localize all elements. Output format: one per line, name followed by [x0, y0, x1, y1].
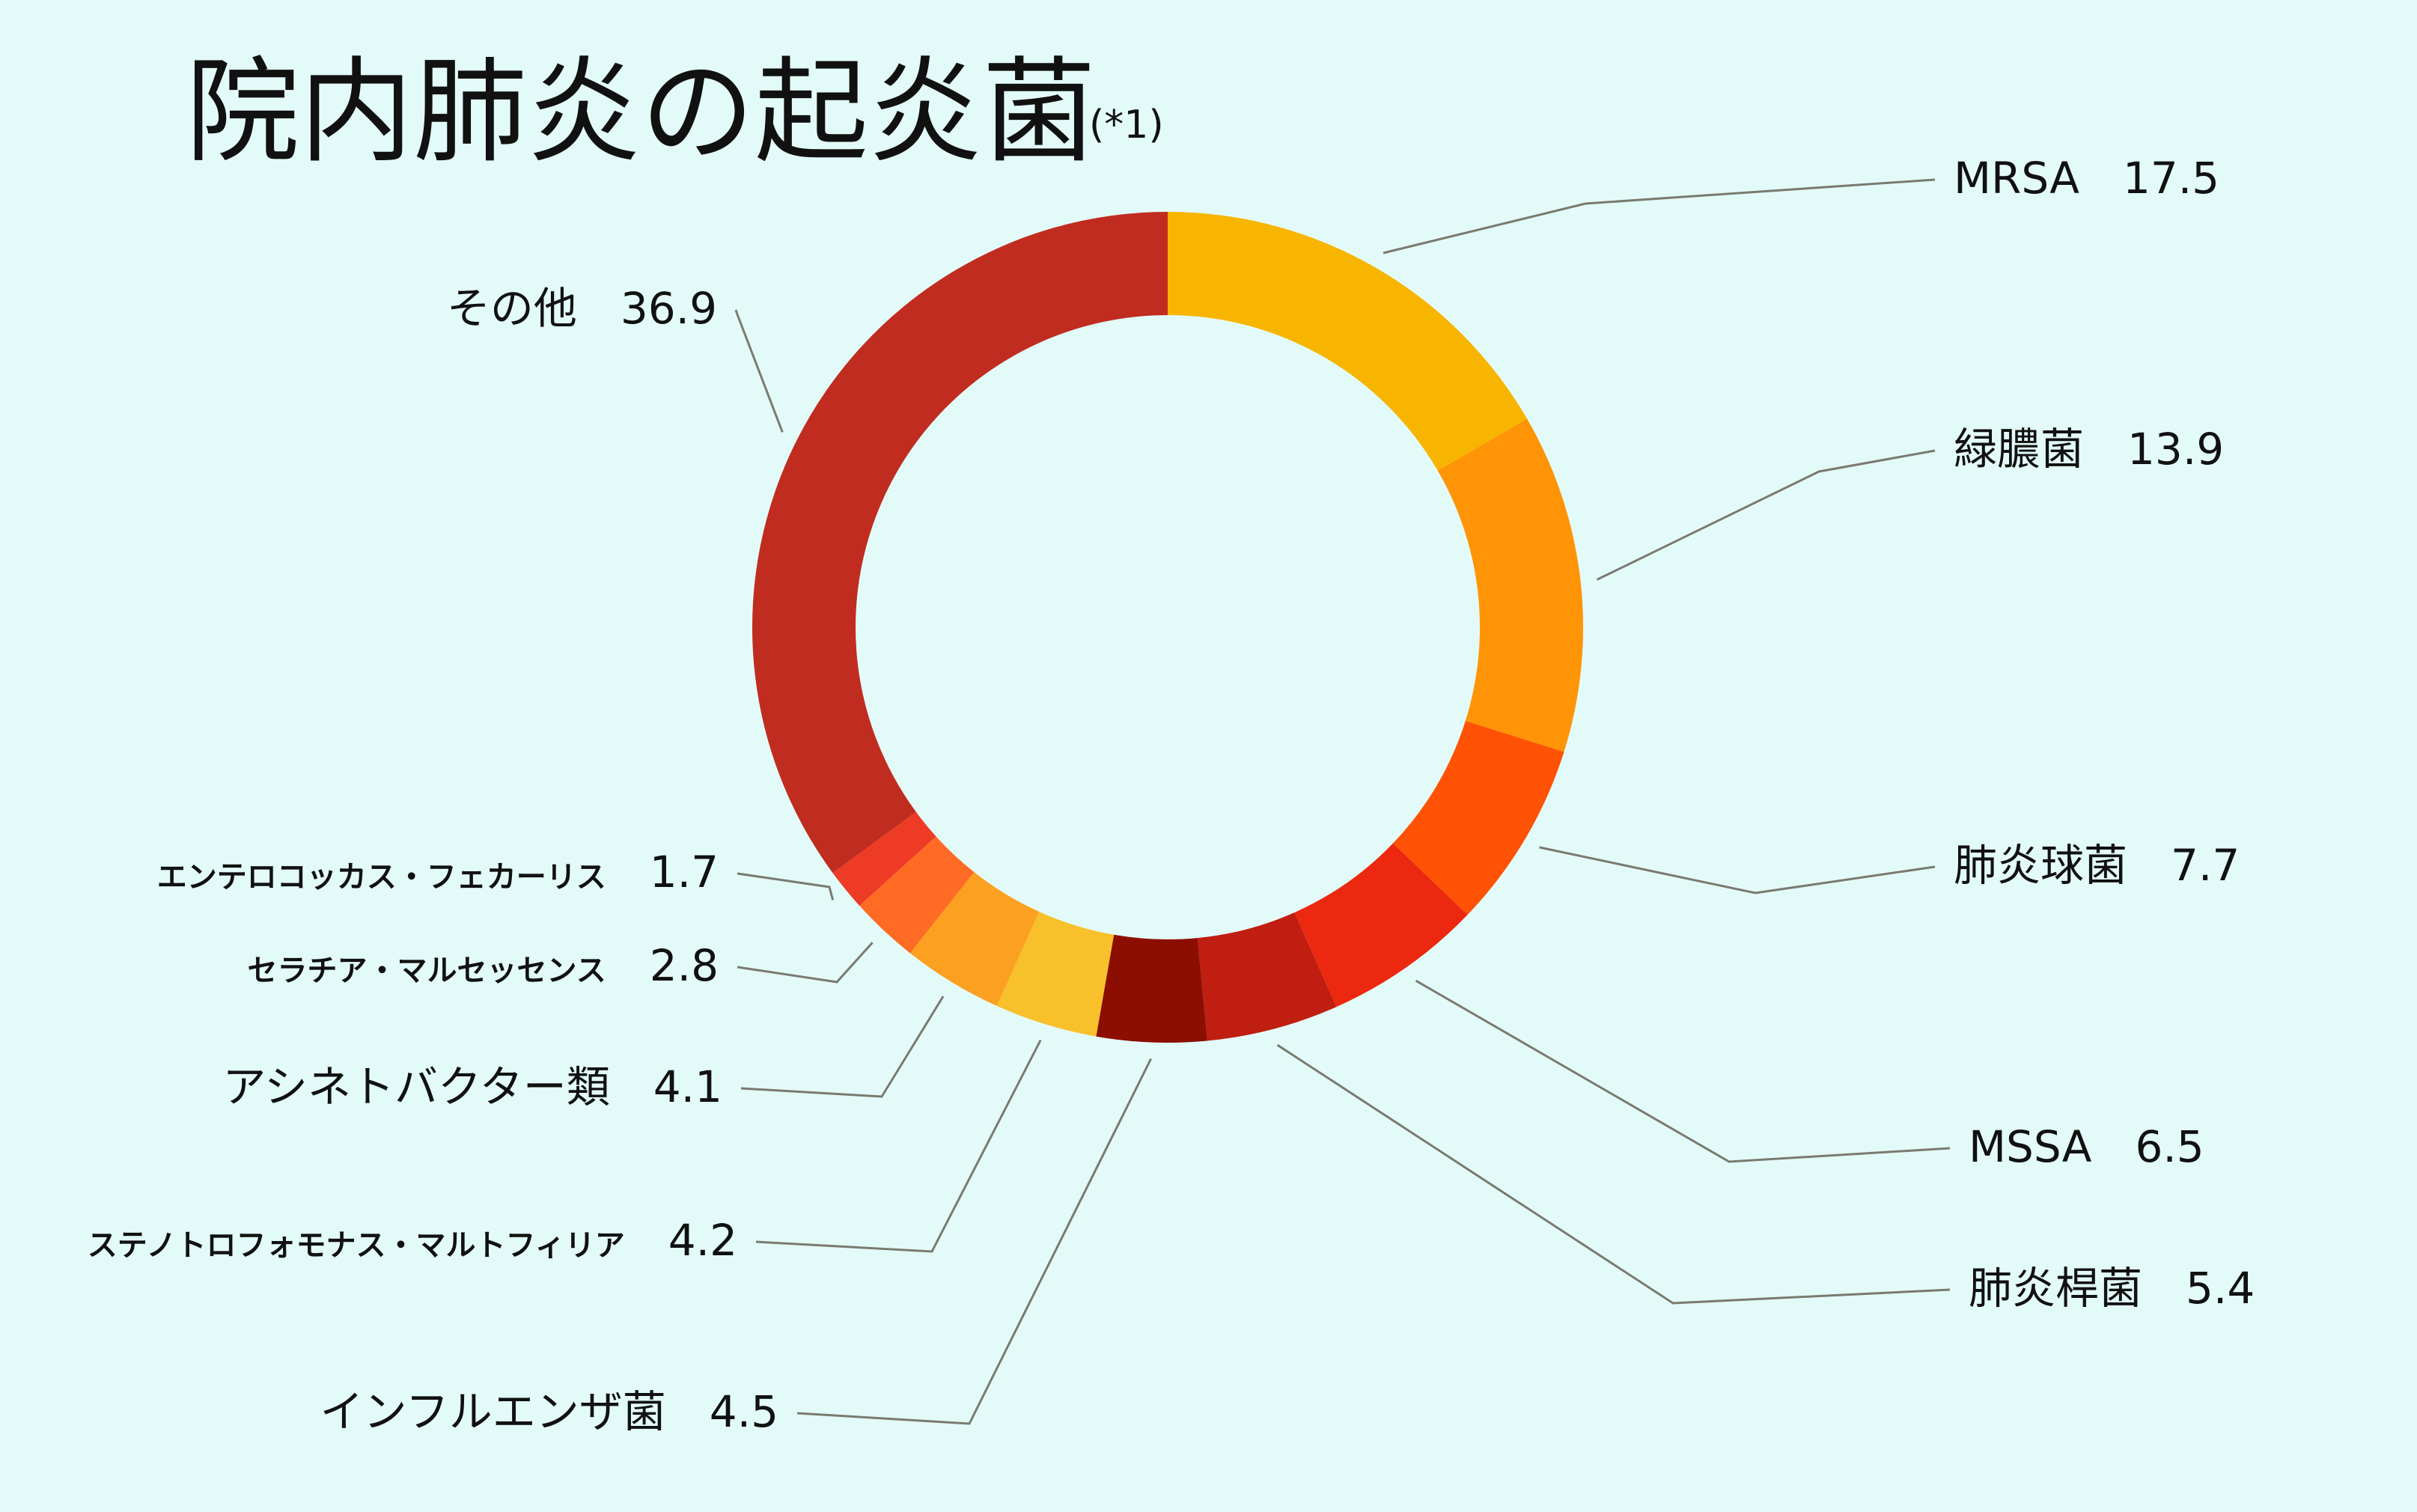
slice-2	[1437, 418, 1583, 752]
slice-2-label-gap	[2084, 424, 2127, 475]
slice-6	[1096, 934, 1207, 1043]
slice-4-label: MSSA 6.5	[1969, 1121, 2204, 1172]
slice-10-label-value: 1.7	[650, 847, 719, 897]
slice-11-label: その他 36.9	[447, 283, 717, 334]
slice-3	[1392, 721, 1564, 915]
slice-6-label: インフルエンザ菌 4.5	[320, 1386, 778, 1437]
slice-3-label: 肺炎球菌 7.7	[1954, 840, 2240, 891]
slice-8-leader-line	[740, 996, 945, 1098]
slice-11-leader-line	[734, 309, 784, 433]
slice-4	[1294, 843, 1468, 1008]
slice-4-label-name: MSSA	[1969, 1121, 2092, 1172]
slice-1-label-gap	[2079, 153, 2123, 204]
slice-2-leader-line	[1596, 449, 1936, 581]
slice-4-label-value: 6.5	[2135, 1121, 2204, 1172]
slice-7-leader-line	[755, 1039, 1042, 1253]
slice-6-label-gap	[666, 1386, 710, 1437]
slice-1-label-value: 17.5	[2123, 153, 2219, 204]
slice-2-label: 緑膿菌 13.9	[1954, 424, 2224, 475]
slice-8-label-name: アシネトバクター類	[222, 1061, 609, 1112]
slice-7-label-value: 4.2	[668, 1215, 737, 1266]
slice-11	[752, 211, 1168, 874]
slice-9-label: セラチア・マルセッセンス 2.8	[248, 940, 719, 991]
slice-1-leader-line	[1383, 178, 1936, 254]
slice-10-label-name: エンテロコッカス・フェカーリス	[157, 860, 606, 894]
slice-10	[832, 811, 936, 906]
slice-10-label-gap	[606, 847, 650, 897]
leader-lines-group	[734, 178, 1951, 1425]
slice-11-label-name: その他	[447, 283, 577, 334]
slice-5-label-name: 肺炎桿菌	[1969, 1263, 2142, 1314]
slice-8-label-value: 4.1	[653, 1061, 722, 1112]
slice-7-label-gap	[625, 1215, 668, 1266]
slice-6-label-name: インフルエンザ菌	[320, 1386, 665, 1437]
slice-6-leader-line	[796, 1058, 1152, 1425]
slice-7-label: ステノトロフォモナス・マルトフィリア 4.2	[88, 1215, 737, 1266]
slice-1	[1168, 212, 1528, 471]
slice-8	[909, 872, 1040, 1006]
slice-4-leader-line	[1415, 979, 1951, 1163]
slice-3-label-gap	[2127, 840, 2171, 891]
slice-11-label-value: 36.9	[621, 283, 717, 334]
chart-title: 院内肺炎の起炎菌	[186, 46, 1096, 178]
slice-10-leader-line	[737, 872, 835, 900]
chart-title-note: (*1)	[1089, 103, 1164, 147]
slice-3-label-name: 肺炎球菌	[1954, 840, 2127, 891]
slice-9-leader-line	[737, 942, 874, 984]
slice-5	[1197, 912, 1337, 1041]
slice-3-label-value: 7.7	[2171, 840, 2240, 891]
slice-9-label-gap	[606, 940, 650, 991]
slice-1-label: MRSA 17.5	[1954, 153, 2219, 204]
slice-7-label-name: ステノトロフォモナス・マルトフィリア	[88, 1228, 625, 1263]
slice-3-leader-line	[1539, 846, 1936, 894]
slice-5-label-value: 5.4	[2186, 1263, 2255, 1314]
slice-9	[859, 836, 975, 954]
slice-5-leader-line	[1276, 1043, 1951, 1305]
slice-4-label-gap	[2091, 1121, 2135, 1172]
slices-group	[752, 211, 1583, 1043]
slice-labels-group: MRSA 17.5 緑膿菌 13.9 肺炎球菌 7.7 MSSA 6.5 肺炎桿菌 5.…	[88, 153, 2255, 1437]
slice-7	[996, 912, 1115, 1037]
slice-5-label-gap	[2142, 1263, 2186, 1314]
slice-9-label-name: セラチア・マルセッセンス	[248, 954, 606, 988]
slice-10-label: エンテロコッカス・フェカーリス 1.7	[157, 847, 719, 897]
slice-8-label: アシネトバクター類 4.1	[222, 1061, 722, 1112]
slice-2-label-value: 13.9	[2127, 424, 2224, 475]
slice-11-label-gap	[577, 283, 621, 334]
slice-5-label: 肺炎桿菌 5.4	[1969, 1263, 2255, 1314]
slice-6-label-value: 4.5	[710, 1386, 778, 1437]
slice-2-label-name: 緑膿菌	[1954, 424, 2084, 475]
slice-8-label-gap	[610, 1061, 653, 1112]
slice-9-label-value: 2.8	[650, 940, 719, 991]
slice-1-label-name: MRSA	[1954, 153, 2079, 204]
